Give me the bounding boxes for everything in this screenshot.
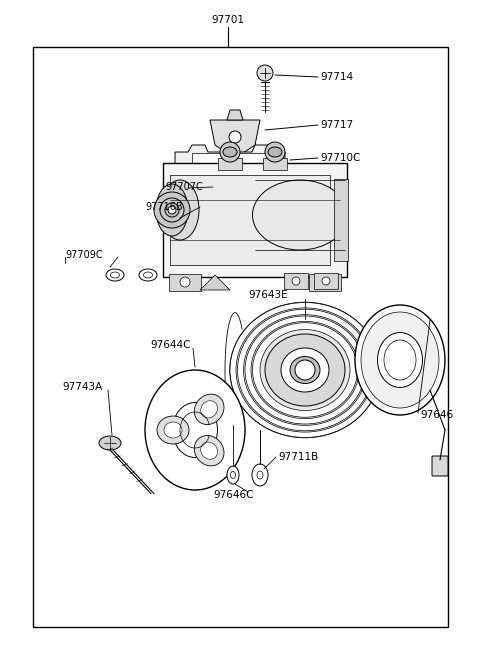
- Ellipse shape: [157, 416, 189, 444]
- Text: 97646: 97646: [420, 410, 453, 420]
- Text: 97717: 97717: [320, 120, 353, 130]
- Text: 97643E: 97643E: [248, 290, 288, 300]
- Ellipse shape: [290, 356, 320, 383]
- Ellipse shape: [238, 309, 372, 431]
- FancyBboxPatch shape: [314, 273, 338, 289]
- Text: 97707C: 97707C: [165, 182, 203, 192]
- Circle shape: [292, 277, 300, 285]
- Text: 97716B: 97716B: [145, 202, 182, 212]
- Ellipse shape: [144, 272, 153, 278]
- FancyBboxPatch shape: [309, 274, 341, 291]
- FancyBboxPatch shape: [169, 274, 201, 291]
- Ellipse shape: [252, 464, 268, 486]
- Circle shape: [295, 360, 315, 380]
- Ellipse shape: [223, 147, 237, 157]
- Ellipse shape: [245, 316, 365, 424]
- Ellipse shape: [236, 308, 374, 432]
- Bar: [170, 175, 330, 265]
- Ellipse shape: [355, 305, 445, 415]
- Bar: [33, 47, 448, 627]
- Ellipse shape: [230, 472, 236, 479]
- Ellipse shape: [161, 180, 199, 240]
- Text: 97701: 97701: [212, 15, 244, 25]
- Ellipse shape: [106, 269, 124, 281]
- Text: 97709C: 97709C: [65, 250, 103, 260]
- Ellipse shape: [384, 340, 416, 380]
- Circle shape: [320, 277, 330, 287]
- Polygon shape: [227, 110, 243, 120]
- Ellipse shape: [201, 442, 217, 459]
- FancyBboxPatch shape: [334, 179, 348, 261]
- Polygon shape: [175, 145, 285, 175]
- Ellipse shape: [252, 323, 358, 417]
- Ellipse shape: [99, 436, 121, 450]
- Text: 97714: 97714: [320, 72, 353, 82]
- Ellipse shape: [139, 269, 157, 281]
- Circle shape: [180, 277, 190, 287]
- Ellipse shape: [260, 329, 350, 411]
- Ellipse shape: [156, 184, 188, 236]
- Ellipse shape: [377, 333, 422, 388]
- Text: 97644C: 97644C: [150, 340, 191, 350]
- Polygon shape: [210, 120, 260, 153]
- Ellipse shape: [252, 180, 348, 250]
- Bar: [263, 158, 287, 170]
- Circle shape: [229, 131, 241, 143]
- Ellipse shape: [281, 348, 329, 392]
- Ellipse shape: [194, 394, 224, 424]
- Ellipse shape: [201, 401, 217, 418]
- Ellipse shape: [230, 303, 380, 438]
- Text: 97710C: 97710C: [320, 153, 360, 163]
- Circle shape: [154, 192, 190, 228]
- Polygon shape: [200, 275, 230, 290]
- Bar: [218, 158, 242, 170]
- Ellipse shape: [164, 422, 182, 438]
- Circle shape: [220, 142, 240, 162]
- FancyBboxPatch shape: [163, 163, 347, 277]
- FancyBboxPatch shape: [284, 273, 308, 289]
- Text: 97711B: 97711B: [278, 452, 318, 462]
- Ellipse shape: [227, 466, 239, 484]
- Ellipse shape: [172, 403, 217, 457]
- FancyBboxPatch shape: [432, 456, 448, 476]
- Ellipse shape: [194, 436, 224, 466]
- Bar: [236, 153, 268, 167]
- Ellipse shape: [268, 147, 282, 157]
- Ellipse shape: [145, 370, 245, 490]
- Ellipse shape: [243, 314, 367, 425]
- Ellipse shape: [257, 471, 263, 479]
- Circle shape: [168, 206, 176, 214]
- Circle shape: [265, 142, 285, 162]
- Ellipse shape: [361, 312, 439, 408]
- Text: 97646C: 97646C: [213, 490, 253, 500]
- Ellipse shape: [251, 322, 359, 419]
- Ellipse shape: [110, 272, 120, 278]
- Text: 97743A: 97743A: [62, 382, 102, 392]
- Circle shape: [257, 65, 273, 81]
- Ellipse shape: [230, 303, 380, 438]
- Circle shape: [322, 277, 330, 285]
- Ellipse shape: [265, 334, 345, 406]
- Bar: [192, 153, 224, 167]
